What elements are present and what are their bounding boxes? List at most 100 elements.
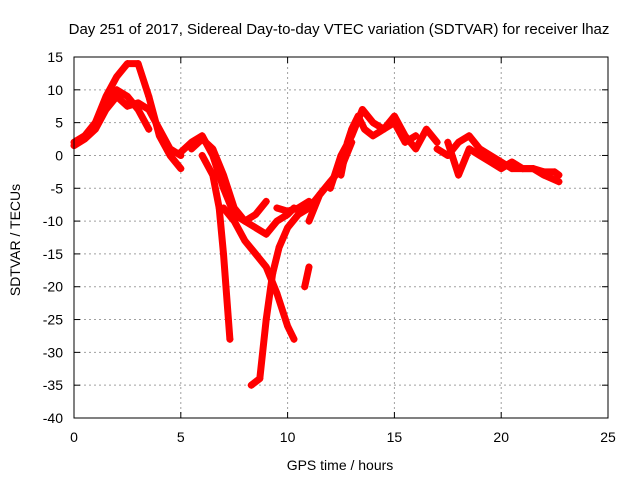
data-point	[369, 119, 377, 127]
data-point	[177, 148, 185, 156]
y-tick-label: -40	[43, 410, 63, 426]
data-point	[145, 106, 153, 114]
ticks	[73, 56, 609, 419]
data-point	[358, 106, 366, 114]
data-point	[273, 204, 281, 212]
data-point	[247, 381, 255, 389]
data-point	[487, 151, 495, 159]
data-point	[198, 151, 206, 159]
data-point	[187, 145, 195, 153]
data-point	[412, 132, 420, 140]
data-point	[369, 132, 377, 140]
data-point	[454, 171, 462, 179]
data-point	[551, 168, 559, 176]
data-point	[220, 204, 228, 212]
data-point	[294, 204, 302, 212]
data-point	[305, 197, 313, 205]
data-point	[326, 184, 334, 192]
data-point	[487, 158, 495, 166]
data-point	[444, 138, 452, 146]
data-point	[305, 217, 313, 225]
data-point	[412, 145, 420, 153]
data-point	[275, 243, 283, 251]
data-point	[454, 138, 462, 146]
series-line	[91, 86, 153, 133]
data-point	[123, 102, 131, 110]
data-point	[316, 191, 324, 199]
data-point	[273, 217, 281, 225]
data-point	[177, 165, 185, 173]
series-line	[188, 135, 298, 238]
data-point	[290, 335, 298, 343]
data-point	[262, 263, 270, 271]
series-arc-10	[301, 263, 313, 291]
chart-title: Day 251 of 2017, Sidereal Day-to-day VTE…	[69, 21, 610, 38]
data-point	[294, 211, 302, 219]
data-point	[241, 237, 249, 245]
data-point	[465, 132, 473, 140]
data-point	[284, 322, 292, 330]
x-tick-label: 20	[493, 429, 509, 445]
data-point	[508, 165, 516, 173]
data-point	[209, 145, 217, 153]
y-tick-label: -25	[43, 312, 63, 328]
series-arc-6	[198, 151, 234, 343]
data-point	[390, 112, 398, 120]
data-point	[273, 289, 281, 297]
data-point	[226, 335, 234, 343]
data-point	[81, 135, 89, 143]
series-group	[70, 60, 563, 389]
data-point	[262, 197, 270, 205]
data-point	[360, 125, 368, 133]
tick-labels: 0 5 10 15 20 25 15 10 5 0 -5 -10 -15 -20 -25 -30 -35 -40	[43, 49, 616, 445]
y-tick-label: -35	[43, 377, 63, 393]
data-point	[380, 125, 388, 133]
x-tick-label: 15	[387, 429, 403, 445]
x-tick-label: 10	[280, 429, 296, 445]
data-point	[433, 145, 441, 153]
data-point	[252, 224, 260, 232]
series-arc-13	[326, 106, 441, 192]
data-point	[91, 125, 99, 133]
data-point	[401, 132, 409, 140]
series-arc-2	[70, 92, 185, 159]
data-point	[301, 283, 309, 291]
x-tick-label: 0	[70, 429, 78, 445]
data-point	[555, 171, 563, 179]
series-line	[273, 197, 313, 215]
data-point	[337, 151, 345, 159]
series-arc-3	[91, 86, 153, 133]
data-point	[284, 224, 292, 232]
data-point	[166, 151, 174, 159]
data-point	[348, 132, 356, 140]
data-point	[220, 250, 228, 258]
data-point	[519, 165, 527, 173]
data-point	[230, 204, 238, 212]
y-tick-label: 5	[55, 115, 63, 131]
data-point	[241, 217, 249, 225]
data-point	[102, 99, 110, 107]
data-point	[145, 125, 153, 133]
series-line	[70, 60, 185, 173]
data-point	[540, 171, 548, 179]
y-tick-label: -10	[43, 213, 63, 229]
data-point	[123, 60, 131, 68]
x-tick-label: 5	[177, 429, 185, 445]
data-point	[476, 151, 484, 159]
data-point	[230, 217, 238, 225]
y-tick-label: 15	[47, 49, 63, 65]
series-arc-7	[220, 204, 298, 343]
data-point	[433, 138, 441, 146]
y-axis-title: SDTVAR / TECUs	[7, 184, 23, 296]
data-point	[422, 125, 430, 133]
data-point	[252, 250, 260, 258]
data-point	[476, 145, 484, 153]
data-point	[337, 171, 345, 179]
data-point	[134, 60, 142, 68]
data-point	[262, 316, 270, 324]
data-point	[209, 171, 217, 179]
data-point	[269, 270, 277, 278]
series-arc-15	[444, 138, 563, 186]
data-point	[256, 375, 264, 383]
data-point	[305, 263, 313, 271]
